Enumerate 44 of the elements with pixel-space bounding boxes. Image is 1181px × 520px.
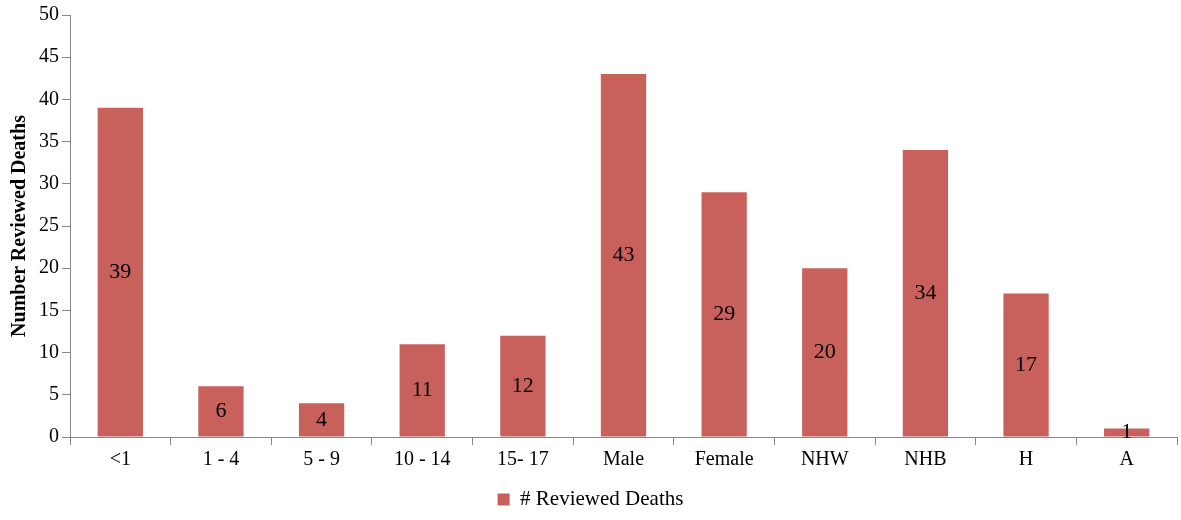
x-tick-label: Female	[694, 447, 754, 470]
bar	[298, 403, 345, 437]
y-tick-label: 15	[39, 297, 59, 320]
data-label: 39	[109, 257, 132, 283]
y-tick-label: 40	[39, 86, 59, 109]
data-label: 11	[411, 376, 433, 402]
data-label: 6	[215, 397, 227, 423]
x-tick-label: <1	[109, 447, 131, 470]
bar	[802, 268, 848, 437]
bar	[399, 344, 445, 437]
data-label: 17	[1015, 350, 1038, 376]
data-label: 4	[316, 405, 328, 431]
x-tick-label: 15- 17	[497, 447, 549, 470]
data-label: 43	[612, 241, 635, 267]
x-tick-label: Male	[602, 447, 645, 470]
x-tick-label: 5 - 9	[303, 447, 340, 470]
data-label: 20	[813, 338, 836, 364]
bar	[902, 150, 949, 437]
legend-label: # Reviewed Deaths	[520, 486, 684, 511]
data-label: 12	[511, 371, 534, 397]
x-tick-label: A	[1119, 447, 1135, 470]
y-tick-label: 30	[39, 171, 59, 194]
bar	[701, 192, 747, 437]
bar	[198, 386, 244, 437]
data-label: 29	[713, 300, 736, 326]
bar	[97, 107, 143, 437]
bar	[500, 335, 546, 437]
bar	[600, 74, 647, 437]
bar	[1003, 293, 1049, 437]
y-tick-label: 20	[39, 255, 59, 278]
y-axis-title: Number Reviewed Deaths	[7, 114, 30, 337]
x-tick-label: NHB	[904, 447, 947, 470]
y-tick-label: 45	[39, 44, 59, 67]
y-tick-label: 25	[39, 213, 59, 236]
y-tick-label: 35	[39, 128, 59, 151]
y-tick-label: 10	[39, 339, 59, 362]
data-label: 34	[914, 279, 937, 305]
y-tick-label: 50	[39, 2, 59, 25]
y-tick-label: 0	[49, 424, 59, 447]
x-tick-label: NHW	[800, 447, 849, 470]
x-tick-label: 1 - 4	[202, 447, 240, 470]
y-tick-label: 5	[49, 382, 59, 405]
x-tick-label: H	[1018, 447, 1034, 470]
x-tick-label: 10 - 14	[393, 447, 451, 470]
